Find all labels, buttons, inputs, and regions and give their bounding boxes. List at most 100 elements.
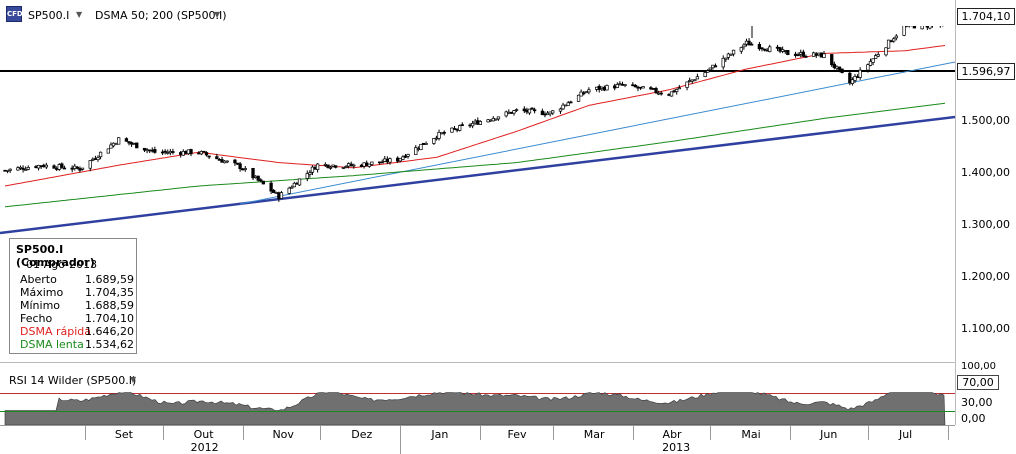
month-label: Jul bbox=[898, 428, 913, 441]
candle bbox=[73, 163, 77, 171]
price-tick: 1.200,00 bbox=[961, 270, 1010, 283]
month-label: Fev bbox=[507, 428, 527, 441]
candle bbox=[274, 191, 278, 194]
candle bbox=[334, 165, 338, 169]
candle-body bbox=[886, 39, 891, 49]
candle bbox=[894, 34, 898, 41]
symbol-dropdown-icon[interactable]: ▼ bbox=[76, 10, 83, 19]
candle bbox=[703, 71, 707, 78]
candle-body bbox=[308, 172, 312, 175]
price-chart[interactable] bbox=[0, 0, 955, 362]
candle bbox=[486, 118, 490, 123]
candle-body bbox=[675, 89, 679, 92]
indicator-label[interactable]: DSMA 50; 200 (SP500.I) bbox=[95, 9, 227, 22]
candle bbox=[349, 161, 353, 167]
month-label: Mar bbox=[583, 428, 605, 441]
candle-body bbox=[362, 162, 366, 167]
symbol-label[interactable]: SP500.I bbox=[28, 9, 70, 22]
candle bbox=[344, 165, 348, 169]
candle bbox=[597, 84, 601, 93]
candle bbox=[272, 188, 276, 194]
time-axis[interactable]: Set Out Nov Dez Jan Fev Mar Abr Mai Jun Jul 2012 201… bbox=[0, 425, 955, 454]
candle bbox=[726, 52, 731, 60]
candle bbox=[414, 144, 418, 156]
candle bbox=[292, 181, 297, 188]
candle-body bbox=[93, 158, 98, 160]
candle bbox=[204, 151, 209, 157]
candle-body bbox=[160, 151, 165, 154]
trendline-support bbox=[0, 115, 955, 235]
candle bbox=[16, 166, 20, 171]
candle bbox=[649, 86, 653, 90]
candle bbox=[706, 69, 710, 73]
candle-body bbox=[109, 144, 113, 149]
candle-body bbox=[60, 163, 64, 168]
candle-body bbox=[272, 190, 276, 194]
data-row-open: Aberto 1.689,59 bbox=[20, 273, 134, 286]
candle-body bbox=[814, 53, 818, 56]
candle bbox=[545, 111, 550, 116]
trendline-secondary bbox=[239, 61, 955, 205]
candle-body bbox=[848, 72, 852, 84]
rsi-chart[interactable] bbox=[0, 363, 955, 426]
candle bbox=[222, 160, 227, 164]
candle-body bbox=[287, 187, 291, 194]
candle-body bbox=[419, 143, 423, 151]
candle bbox=[509, 111, 514, 114]
candle-body bbox=[269, 182, 273, 192]
candle bbox=[432, 138, 436, 145]
candle bbox=[884, 47, 888, 57]
candle bbox=[494, 118, 498, 121]
candle bbox=[693, 79, 697, 82]
candle-body bbox=[912, 25, 917, 29]
candle-body bbox=[649, 87, 653, 90]
candle-body bbox=[742, 44, 746, 48]
candle bbox=[504, 110, 508, 118]
candle-body bbox=[163, 150, 167, 153]
candle-body bbox=[633, 85, 638, 88]
candle-body bbox=[594, 86, 599, 90]
candle-body bbox=[781, 49, 785, 52]
candle-body bbox=[693, 79, 697, 82]
candle-body bbox=[620, 83, 625, 86]
candle-body bbox=[762, 48, 767, 51]
candle bbox=[669, 91, 674, 97]
price-axis[interactable]: 1.704,10 1.596,97 1.500,00 1.400,00 1.30… bbox=[955, 0, 1016, 425]
candle bbox=[34, 165, 38, 169]
candle-body bbox=[726, 53, 731, 58]
candle bbox=[93, 155, 98, 160]
candle-body bbox=[341, 167, 346, 169]
candle-body bbox=[44, 164, 48, 168]
candle-body bbox=[292, 182, 297, 188]
candle-body bbox=[532, 109, 537, 112]
candle-body bbox=[98, 151, 103, 158]
indicator-dropdown-icon[interactable]: ▼ bbox=[214, 10, 221, 19]
candle bbox=[850, 77, 855, 86]
candle-body bbox=[656, 92, 661, 95]
candle-body bbox=[677, 87, 681, 90]
candle-body bbox=[512, 110, 516, 114]
candle-body bbox=[458, 125, 462, 131]
candle-body bbox=[530, 107, 534, 110]
candle-body bbox=[801, 51, 805, 57]
candle bbox=[253, 175, 258, 179]
candle-body bbox=[902, 24, 906, 36]
candle-body bbox=[225, 160, 229, 163]
rsi-label[interactable]: RSI 14 Wilder (SP500.I) bbox=[9, 374, 137, 387]
month-label: Dez bbox=[351, 428, 373, 441]
candle bbox=[70, 165, 74, 173]
candle-body bbox=[142, 147, 147, 151]
candle-body bbox=[80, 167, 85, 170]
candle-body bbox=[569, 101, 573, 104]
candle-body bbox=[442, 131, 446, 134]
rsi-dropdown-icon[interactable]: ▼ bbox=[130, 375, 137, 384]
candle-body bbox=[478, 121, 483, 125]
candle bbox=[819, 52, 824, 58]
rsi-panel[interactable]: RSI 14 Wilder (SP500.I) ▼ bbox=[0, 362, 955, 426]
candle-body bbox=[778, 47, 782, 52]
candle-body bbox=[18, 166, 23, 169]
cfd-icon: CFD bbox=[6, 6, 23, 22]
candle bbox=[636, 85, 640, 92]
candle bbox=[44, 162, 48, 170]
year-separator bbox=[400, 440, 402, 454]
